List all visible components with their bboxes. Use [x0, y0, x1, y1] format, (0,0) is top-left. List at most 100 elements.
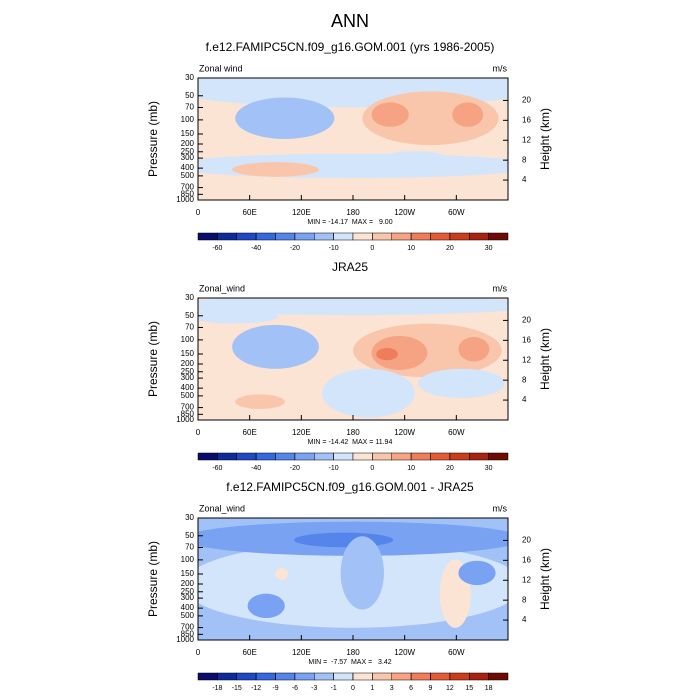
y-tick-label: 200 — [181, 139, 195, 148]
stats: MIN = -7.57 MAX = 3.42 — [308, 659, 391, 666]
x-tick-label: 120W — [394, 208, 415, 217]
contour-region — [371, 102, 409, 127]
y2-tick-label: 16 — [522, 555, 531, 564]
contour-region — [384, 151, 446, 164]
y2-tick-label: 8 — [522, 595, 527, 604]
colorbar-box — [430, 452, 451, 461]
colorbar-box — [391, 232, 412, 241]
y-tick-label: 70 — [185, 323, 194, 332]
colorbar-box — [217, 672, 237, 681]
contour-region — [235, 394, 285, 410]
y-tick-label: 700 — [181, 183, 195, 192]
colorbar-box — [197, 672, 218, 681]
colorbar-label: -6 — [292, 685, 298, 692]
field — [198, 78, 508, 200]
y-tick-label: 850 — [181, 189, 195, 198]
x-tick-label: 120W — [394, 648, 415, 657]
y-tick-label: 300 — [181, 373, 195, 382]
y-tick-label: 300 — [181, 153, 195, 162]
y-tick-label: 100 — [181, 115, 195, 124]
contour-region — [232, 162, 319, 177]
y-tick-label: 1000 — [176, 415, 194, 424]
y-tick-label: 30 — [185, 293, 194, 302]
colorbar-box — [430, 232, 451, 241]
colorbar-box — [294, 672, 315, 681]
y-tick-label: 850 — [181, 629, 195, 638]
colorbar-box — [217, 452, 237, 461]
x-tick-label: 180 — [346, 648, 360, 657]
y-axis-label: Pressure (mb) — [146, 101, 160, 177]
colorbar-label: -18 — [212, 685, 222, 692]
colorbar-box — [469, 232, 489, 241]
colorbar-box — [197, 232, 218, 241]
contour-region — [418, 368, 505, 399]
contour-region — [235, 97, 335, 139]
right-label: m/s — [493, 283, 508, 293]
y2-axis-label: Height (km) — [538, 108, 552, 170]
y2-tick-label: 4 — [522, 395, 527, 404]
colorbar-box — [255, 452, 276, 461]
contour-region — [376, 348, 398, 361]
colorbar-box — [410, 452, 431, 461]
contour-region — [458, 560, 496, 586]
colorbar-label: 0 — [370, 465, 374, 472]
y2-tick-label: 8 — [522, 375, 527, 384]
stats: MIN = -14.17 MAX = 9.00 — [307, 219, 392, 226]
colorbar-label: 15 — [465, 685, 473, 692]
y-tick-label: 400 — [181, 603, 195, 612]
y-tick-label: 400 — [181, 383, 195, 392]
colorbar-box — [372, 672, 392, 681]
colorbar-label: 20 — [446, 465, 454, 472]
left-label: Zonal wind — [199, 63, 243, 73]
x-tick-label: 120W — [394, 428, 415, 437]
colorbar-label: -3 — [311, 685, 317, 692]
colorbar-label: 10 — [407, 245, 415, 252]
colorbar-box — [275, 452, 296, 461]
y-tick-label: 250 — [181, 147, 195, 156]
y-axis-label: Pressure (mb) — [146, 541, 160, 617]
colorbar-box — [469, 672, 489, 681]
colorbar-box — [410, 232, 431, 241]
y-tick-label: 250 — [181, 367, 195, 376]
colorbar-box — [449, 452, 470, 461]
colorbar-box — [236, 452, 257, 461]
colorbar-box — [372, 232, 392, 241]
y-tick-label: 500 — [181, 171, 195, 180]
panel: f.e12.FAMIPC5CN.f09_g16.GOM.001 (yrs 198… — [146, 40, 552, 252]
colorbar-box — [275, 232, 296, 241]
contour-region — [458, 337, 490, 362]
x-tick-label: 60E — [243, 428, 257, 437]
y-tick-label: 30 — [185, 73, 194, 82]
contour-region — [247, 593, 285, 619]
colorbar-box — [236, 232, 257, 241]
y-tick-label: 200 — [181, 359, 195, 368]
colorbar-label: 1 — [370, 685, 374, 692]
colorbar-label: -12 — [251, 685, 261, 692]
colorbar-label: 10 — [407, 465, 415, 472]
colorbar-box — [314, 672, 334, 681]
colorbar-box — [333, 232, 354, 241]
colorbar-box — [294, 232, 315, 241]
x-tick-label: 120E — [292, 208, 311, 217]
y-tick-label: 1000 — [176, 635, 194, 644]
x-tick-label: 0 — [196, 428, 201, 437]
y-tick-label: 1000 — [176, 195, 194, 204]
y-tick-label: 700 — [181, 403, 195, 412]
x-tick-label: 120E — [292, 648, 311, 657]
panel-title: JRA25 — [332, 260, 368, 274]
colorbar-label: 18 — [485, 685, 493, 692]
stats: MIN = -14.42 MAX = 11.94 — [308, 439, 393, 446]
colorbar-box — [430, 672, 451, 681]
panel-title: f.e12.FAMIPC5CN.f09_g16.GOM.001 (yrs 198… — [206, 40, 495, 54]
colorbar-label: -15 — [232, 685, 242, 692]
colorbar-box — [352, 232, 373, 241]
colorbar-label: 0 — [351, 685, 355, 692]
colorbar-box — [391, 672, 412, 681]
right-label: m/s — [493, 503, 508, 513]
x-tick-label: 0 — [196, 208, 201, 217]
contour-region — [232, 324, 319, 369]
colorbar-label: -9 — [272, 685, 278, 692]
colorbar-label: -40 — [251, 465, 261, 472]
